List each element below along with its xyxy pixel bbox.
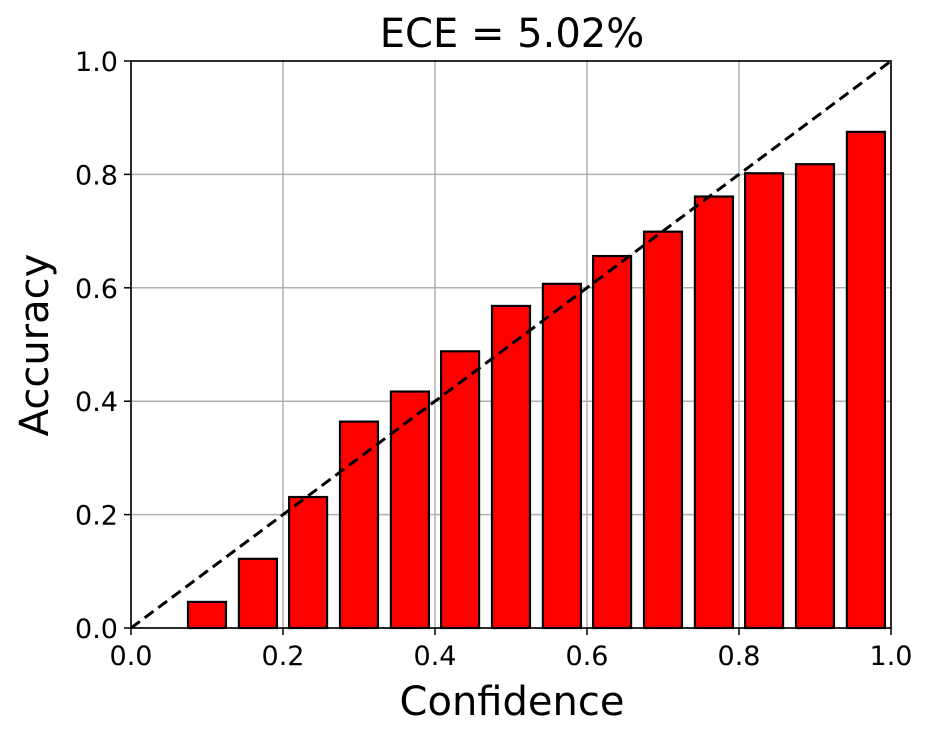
- axis-ticks: 0.0 0.2 0.4 0.6 0.8 1.0 0.0 0.2 0.4 0.6 0.8 1.0: [75, 47, 912, 672]
- x-tick-label-4: 0.8: [718, 641, 761, 672]
- bar-1: [237, 557, 279, 630]
- y-tick-label-0: 0.0: [75, 614, 118, 645]
- bar-7: [541, 282, 583, 630]
- bars: [186, 130, 887, 630]
- x-tick-label-1: 0.2: [262, 641, 305, 672]
- x-tick-label-0: 0.0: [110, 641, 153, 672]
- bar-10: [693, 195, 735, 630]
- y-tick-label-2: 0.4: [75, 387, 118, 418]
- bar-13: [845, 130, 887, 630]
- bar-4: [389, 390, 431, 630]
- bar-8: [591, 254, 633, 630]
- bar-11: [743, 172, 785, 630]
- x-axis-label: Confidence: [400, 679, 625, 725]
- bar-5: [439, 350, 481, 630]
- x-tick-label-5: 1.0: [870, 641, 913, 672]
- bar-3: [338, 420, 380, 630]
- bar-12: [794, 163, 836, 630]
- y-tick-label-1: 0.2: [75, 501, 118, 532]
- y-tick-label-3: 0.6: [75, 274, 118, 305]
- y-tick-label-4: 0.8: [75, 160, 118, 191]
- bar-6: [490, 304, 532, 630]
- y-tick-label-5: 1.0: [75, 47, 118, 78]
- y-axis-label: Accuracy: [12, 254, 58, 437]
- perfect-calibration-line: [130, 59, 892, 630]
- bar-9: [642, 230, 684, 630]
- x-tick-label-3: 0.6: [566, 641, 609, 672]
- bar-0: [186, 600, 228, 630]
- x-tick-label-2: 0.4: [414, 641, 457, 672]
- plot-frame: [130, 60, 892, 629]
- bar-2: [287, 495, 329, 630]
- chart-title: ECE = 5.02%: [380, 11, 645, 57]
